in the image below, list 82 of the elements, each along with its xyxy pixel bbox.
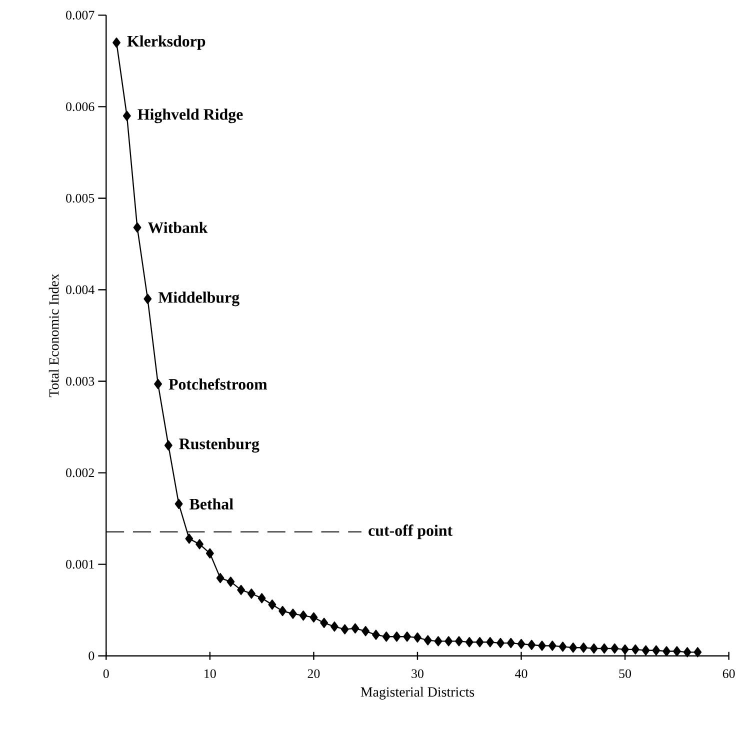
- point: [558, 642, 567, 652]
- point: [278, 606, 287, 616]
- x-tick-label: 40: [515, 669, 528, 678]
- point: [652, 645, 660, 656]
- point: [683, 647, 692, 658]
- y-tick-label: 0.005: [66, 194, 94, 203]
- point: [403, 632, 412, 642]
- point: [299, 610, 308, 621]
- point: [351, 623, 360, 634]
- point: [226, 576, 235, 587]
- point: [631, 644, 640, 655]
- point: [216, 572, 224, 584]
- point: [538, 640, 546, 651]
- point: [372, 630, 380, 640]
- point: [476, 637, 484, 648]
- point: [258, 593, 266, 604]
- point: [392, 632, 401, 642]
- x-tick-label: 10: [204, 669, 216, 678]
- point: [672, 646, 681, 656]
- ref-line-label: cut-off point: [368, 524, 453, 540]
- point: [465, 637, 474, 648]
- point: [569, 642, 578, 653]
- point: [320, 618, 328, 628]
- point: [642, 645, 650, 656]
- point: [268, 600, 276, 610]
- point: [185, 534, 194, 544]
- x-tick-label: 50: [619, 669, 632, 678]
- y-tick-label: 0.004: [66, 285, 94, 294]
- point: [424, 635, 432, 646]
- point: [528, 640, 536, 650]
- point: [414, 632, 422, 643]
- point: [662, 646, 671, 656]
- point: [600, 643, 608, 654]
- y-tick-label: 0.002: [66, 468, 94, 478]
- point: [122, 110, 131, 121]
- point: [434, 636, 442, 646]
- point: [362, 626, 370, 636]
- point: [506, 638, 515, 648]
- annotation: Middelburg: [158, 292, 240, 306]
- y-tick-label: 0.003: [66, 376, 94, 386]
- point: [621, 644, 630, 655]
- point: [154, 378, 162, 390]
- annotation: Klerksdorp: [127, 35, 206, 50]
- point: [164, 440, 172, 450]
- point: [590, 643, 598, 654]
- point: [196, 539, 204, 550]
- point: [112, 38, 120, 48]
- y-tick-label: 0: [88, 651, 94, 660]
- point: [382, 632, 390, 642]
- point: [237, 584, 246, 596]
- point: [694, 647, 702, 658]
- annotation: Bethal: [190, 498, 234, 510]
- point: [610, 643, 619, 654]
- point: [330, 621, 338, 632]
- x-tick-label: 30: [412, 669, 424, 678]
- point: [206, 548, 214, 558]
- annotation: Potchefstroom: [168, 378, 268, 390]
- x-axis-title: Magisterial Districts: [360, 686, 474, 700]
- point: [144, 294, 152, 304]
- point: [517, 638, 526, 650]
- annotation: Rustenburg: [179, 438, 260, 453]
- x-tick-label: 60: [722, 669, 735, 678]
- y-axis-title: Total Economic Index: [48, 274, 59, 398]
- point: [133, 222, 142, 233]
- x-tick-label: 20: [308, 669, 320, 678]
- annotation: Witbank: [148, 222, 208, 234]
- annotation: Highveld Ridge: [138, 108, 243, 124]
- point: [340, 624, 349, 634]
- point: [580, 642, 588, 653]
- point: [455, 636, 463, 646]
- point: [310, 612, 318, 623]
- point: [444, 636, 453, 646]
- y-tick-label: 0.001: [66, 560, 94, 569]
- point: [496, 638, 504, 648]
- point: [174, 498, 183, 510]
- point: [247, 588, 256, 599]
- point: [486, 637, 494, 648]
- y-tick-label: 0.007: [66, 10, 94, 20]
- x-tick-label: 0: [103, 669, 109, 678]
- point: [548, 640, 556, 651]
- point: [288, 608, 297, 619]
- y-tick-label: 0.006: [66, 102, 94, 112]
